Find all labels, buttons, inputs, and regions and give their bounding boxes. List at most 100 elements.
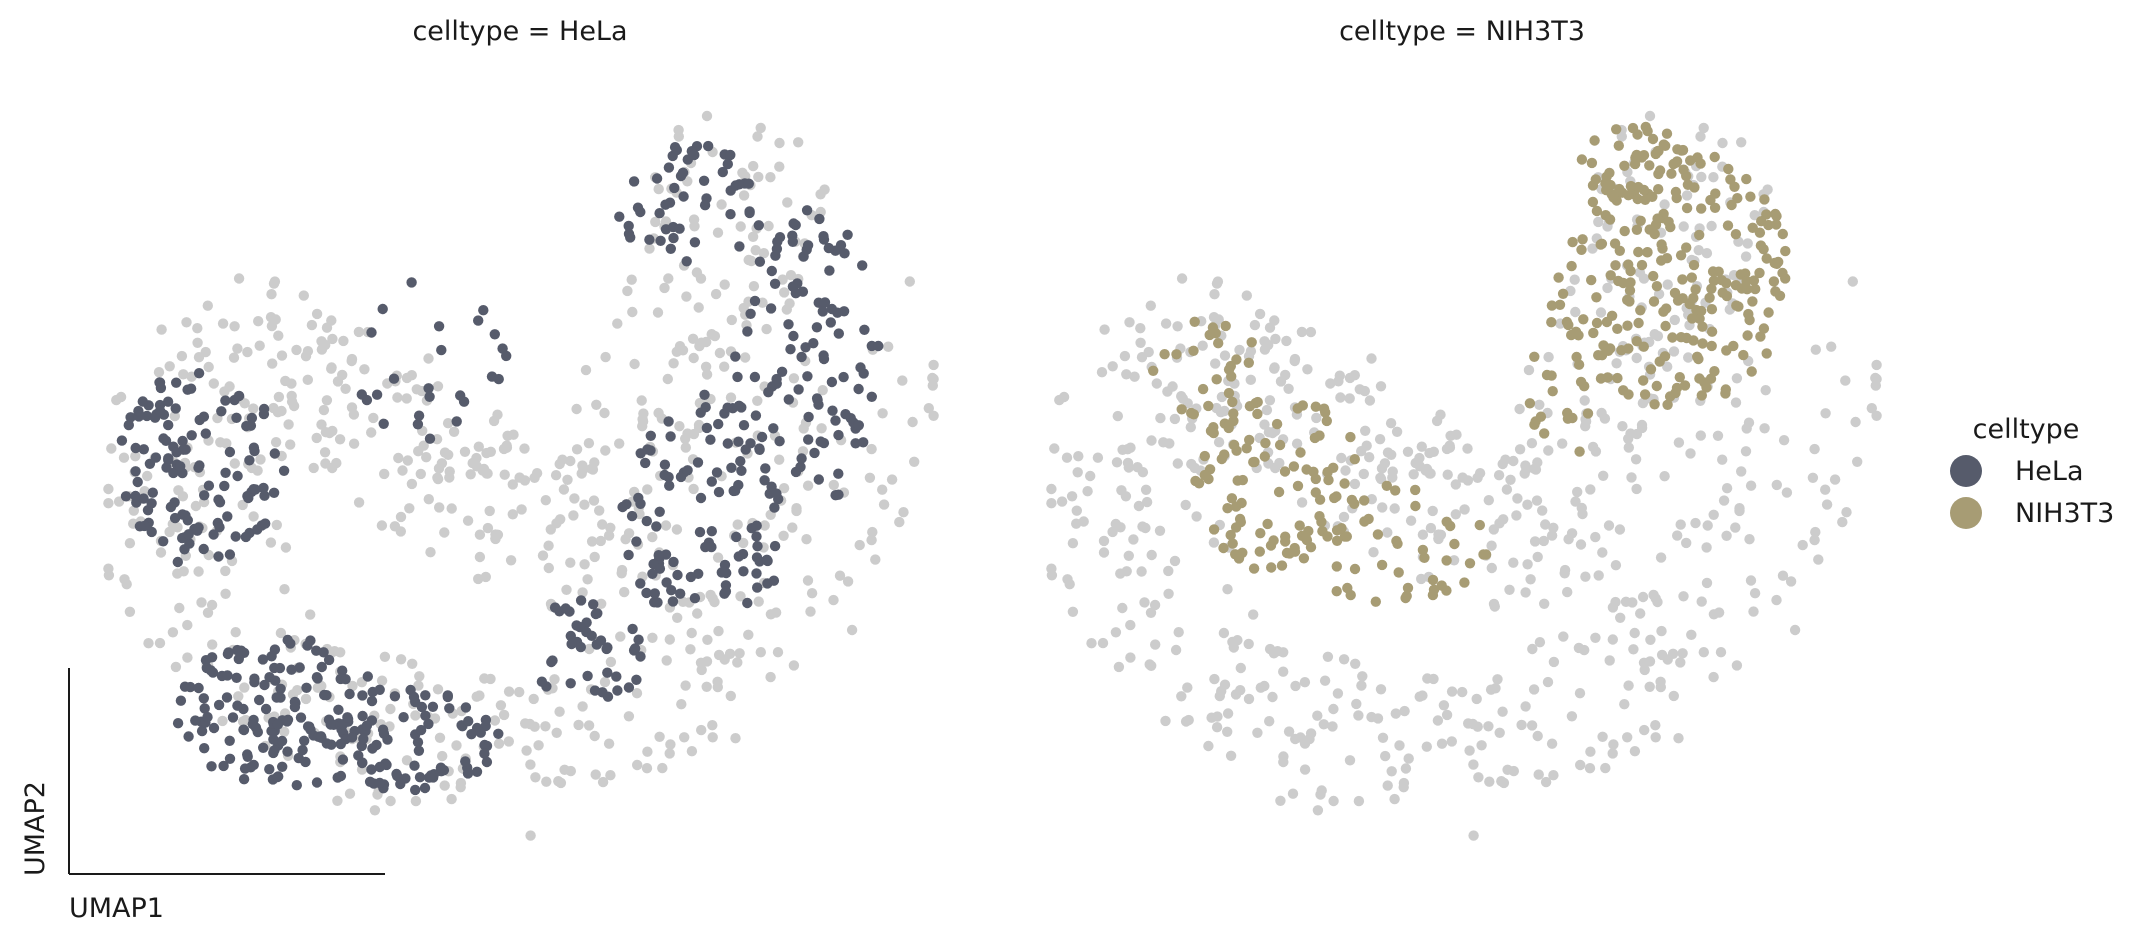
background-point [1681,190,1693,201]
background-point [1132,462,1143,473]
highlight-point [694,526,706,538]
highlight-point [663,416,674,427]
background-point [1637,397,1649,409]
background-point [1241,290,1253,301]
background-point [1350,658,1361,669]
highlight-point [1726,199,1737,211]
highlight-point [711,467,723,478]
background-point [1706,220,1717,232]
background-point [1587,441,1599,453]
highlight-point [304,721,315,732]
background-point [1438,700,1450,711]
background-point [550,470,562,481]
background-point [418,440,429,451]
highlight-point [1189,316,1200,327]
background-point [300,693,312,705]
highlight-point [1677,274,1688,285]
background-point [1527,643,1538,655]
background-point [819,184,830,195]
background-point [1180,499,1191,511]
background-point [1064,579,1075,590]
highlight-point [1633,181,1644,193]
background-point [1501,484,1513,495]
background-point [540,495,551,506]
background-point [248,403,259,414]
background-point [306,319,318,331]
highlight-point [133,405,144,417]
highlight-point [803,434,814,445]
highlight-point [1546,370,1557,381]
background-point [1139,597,1150,608]
highlight-point [1232,475,1243,486]
background-point [753,171,764,183]
highlight-point [733,479,744,491]
highlight-point [200,655,212,666]
background-point [1312,805,1324,816]
background-point [652,307,664,318]
background-point [923,403,934,414]
background-point [508,429,519,440]
highlight-point [276,735,288,747]
highlight-point [692,457,704,468]
highlight-point [1574,446,1585,457]
highlight-point [1707,266,1719,277]
highlight-point [362,671,373,682]
highlight-point [695,492,707,504]
highlight-point [661,577,672,588]
background-point [492,409,503,420]
highlight-point [751,568,762,579]
highlight-point [1345,431,1356,443]
background-point [1587,243,1598,254]
background-point [1748,606,1759,617]
highlight-point [602,691,614,702]
highlight-point [1666,168,1677,179]
background-point [927,372,938,384]
highlight-point [647,568,658,579]
background-point [1683,352,1694,363]
background-point [541,776,552,787]
highlight-point [436,344,447,356]
highlight-point [371,389,383,400]
background-point [1098,547,1110,558]
highlight-point [1631,224,1643,235]
highlight-point [1529,419,1540,430]
background-point [657,762,668,774]
background-point [242,346,253,358]
highlight-point [730,180,741,191]
highlight-point [766,265,777,277]
background-point [1121,369,1132,380]
background-point [1421,741,1433,752]
background-point [693,422,705,434]
background-point [237,499,248,511]
highlight-point [1633,246,1644,258]
background-point [1698,122,1709,134]
background-point [239,398,250,409]
highlight-point [668,232,679,244]
highlight-point [199,703,210,714]
highlight-point [182,515,193,526]
background-point [1092,452,1104,463]
background-point [1302,364,1313,375]
highlight-point [1602,372,1613,383]
highlight-point [1721,290,1733,302]
background-point [1046,498,1057,509]
background-point [1534,637,1546,648]
background-point [1243,693,1255,705]
background-point [326,362,337,373]
highlight-point [651,521,662,532]
background-point [348,438,360,449]
highlight-point [793,384,804,395]
highlight-point [818,231,829,242]
highlight-point [1309,432,1321,444]
background-point [329,646,340,657]
highlight-point [1701,382,1712,393]
background-point [1516,719,1527,731]
highlight-point [1723,163,1734,175]
highlight-point [374,684,385,695]
background-point [1744,534,1755,545]
highlight-point [726,462,737,473]
highlight-point [699,389,710,400]
highlight-point [1624,285,1636,296]
highlight-point [1743,308,1754,320]
